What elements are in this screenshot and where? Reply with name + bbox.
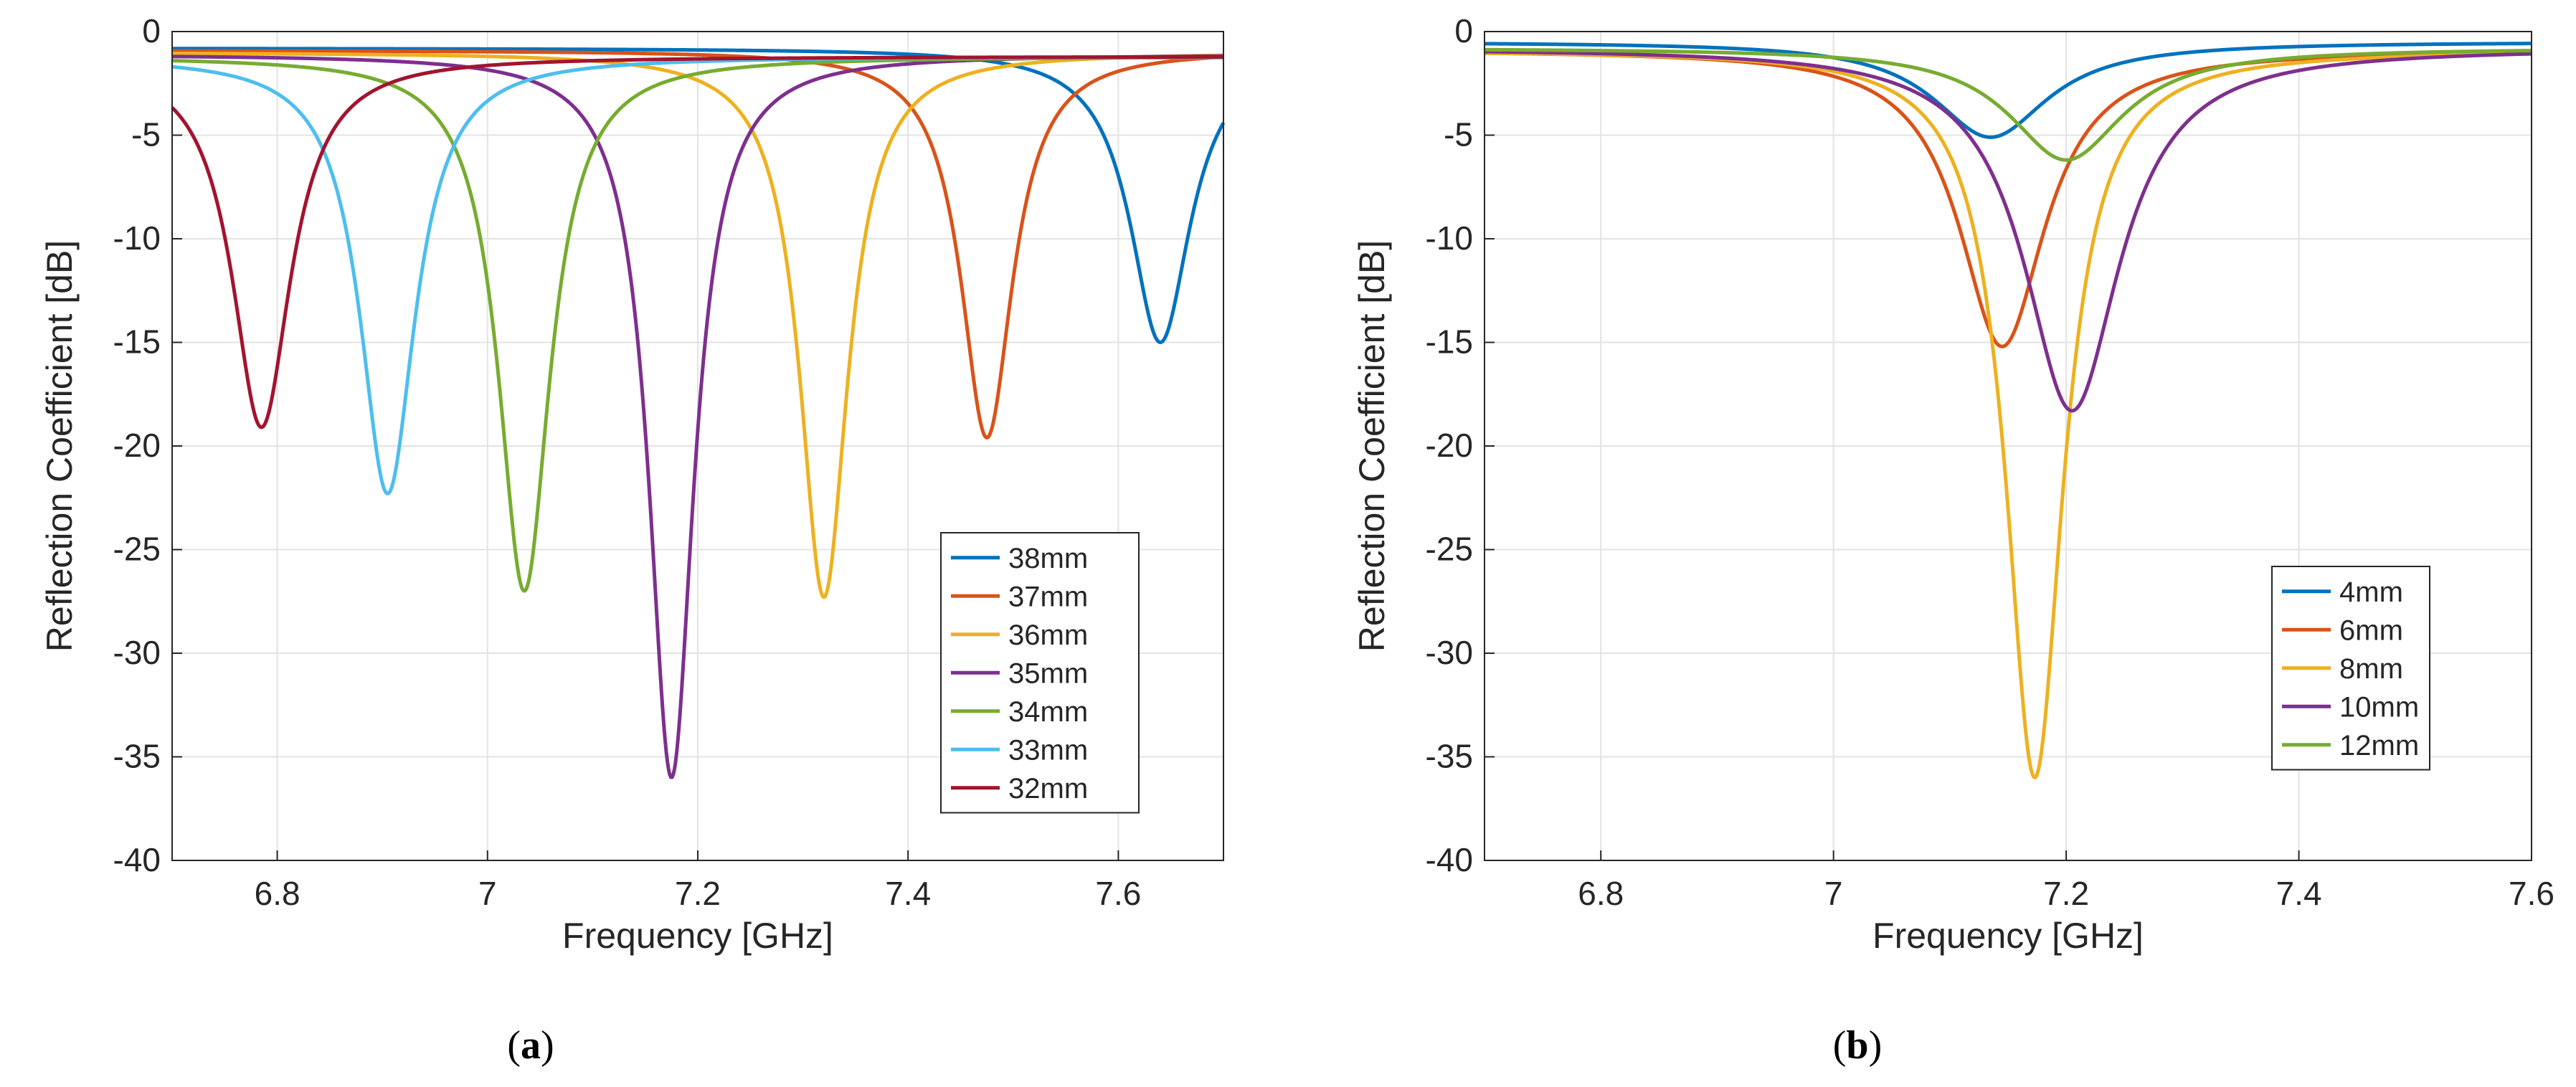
y-tick-label: -10 (113, 219, 161, 257)
y-axis-label: Reflection Coefficient [dB] (39, 240, 80, 652)
x-tick-label: 7.6 (2509, 875, 2554, 912)
svg-text:(a): (a) (507, 1023, 554, 1068)
legend: 4mm 6mm 8mm 10mm 12mm (2271, 566, 2430, 771)
legend: 38mm 37mm 36mm 35mm 34mm 33mm 32mm (940, 532, 1140, 814)
svg-text:(b): (b) (1833, 1023, 1882, 1068)
x-tick-label: 7 (478, 875, 497, 912)
x-tick-label: 6.8 (255, 875, 300, 912)
x-tick-label: 7.6 (1095, 875, 1141, 912)
y-tick-label: -15 (113, 323, 161, 361)
y-tick-label: -30 (113, 634, 161, 671)
legend-label: 37mm (1008, 581, 1088, 612)
legend-label: 38mm (1008, 543, 1088, 574)
x-axis-label: Frequency [GHz] (562, 916, 833, 956)
legend-label: 6mm (2339, 614, 2403, 646)
y-tick-label: -20 (113, 427, 161, 464)
caption-a: (a) (507, 1023, 554, 1068)
x-tick-label: 7.4 (2276, 875, 2322, 912)
series-line-12mm (1484, 47, 2532, 162)
legend-label: 35mm (1008, 658, 1088, 689)
series-line-10mm (1484, 49, 2532, 413)
y-tick-label: -10 (1426, 219, 1473, 257)
legend-label: 10mm (2339, 691, 2419, 723)
y-tick-label: -25 (1426, 531, 1473, 568)
series-line-36mm (171, 51, 1224, 599)
x-tick-label: 7.2 (675, 875, 721, 912)
legend-label: 36mm (1008, 620, 1088, 651)
panel-a-chart: 6.8 7 7.2 7.4 7.6 0 -5 -10 -15 -20 -25 -30 -35 -40 Fre… (39, 12, 1226, 956)
y-tick-label: -35 (113, 738, 161, 775)
legend-label: 33mm (1008, 734, 1088, 766)
caption-a-letter: a (521, 1023, 541, 1068)
x-tick-label: 7 (1824, 875, 1843, 912)
x-tick-label: 6.8 (1578, 875, 1624, 912)
y-tick-label: -15 (1426, 323, 1473, 361)
legend-label: 4mm (2339, 576, 2403, 608)
y-tick-label: -30 (1426, 634, 1473, 671)
y-tick-label: -40 (1426, 841, 1473, 878)
y-tick-label: 0 (142, 12, 161, 49)
y-tick-label: -25 (113, 531, 161, 568)
y-tick-label: 0 (1454, 12, 1473, 49)
y-tick-label: -40 (113, 841, 161, 878)
caption-b-letter: b (1846, 1023, 1868, 1068)
legend-label: 32mm (1008, 773, 1088, 804)
x-tick-label: 7.2 (2043, 875, 2089, 912)
x-axis-label: Frequency [GHz] (1872, 916, 2144, 956)
x-tick-label: 7.4 (885, 875, 931, 912)
series-line-38mm (171, 47, 1226, 344)
series-line-4mm (1484, 42, 2532, 139)
legend-label: 12mm (2339, 730, 2419, 761)
legend-label: 34mm (1008, 696, 1088, 728)
y-axis-label: Reflection Coefficient [dB] (1352, 240, 1392, 652)
y-tick-label: -5 (1444, 116, 1473, 153)
series-line-32mm (171, 54, 1224, 429)
legend-label: 8mm (2339, 653, 2403, 685)
y-tick-label: -20 (1426, 427, 1473, 464)
y-tick-label: -5 (131, 116, 161, 153)
y-tick-label: -35 (1426, 738, 1473, 775)
panel-b-chart: 6.8 7 7.2 7.4 7.6 0 -5 -10 -15 -20 -25 -30 -35 -40 Fre… (1352, 12, 2554, 956)
series-line-37mm (171, 49, 1224, 440)
caption-b: (b) (1833, 1023, 1882, 1068)
